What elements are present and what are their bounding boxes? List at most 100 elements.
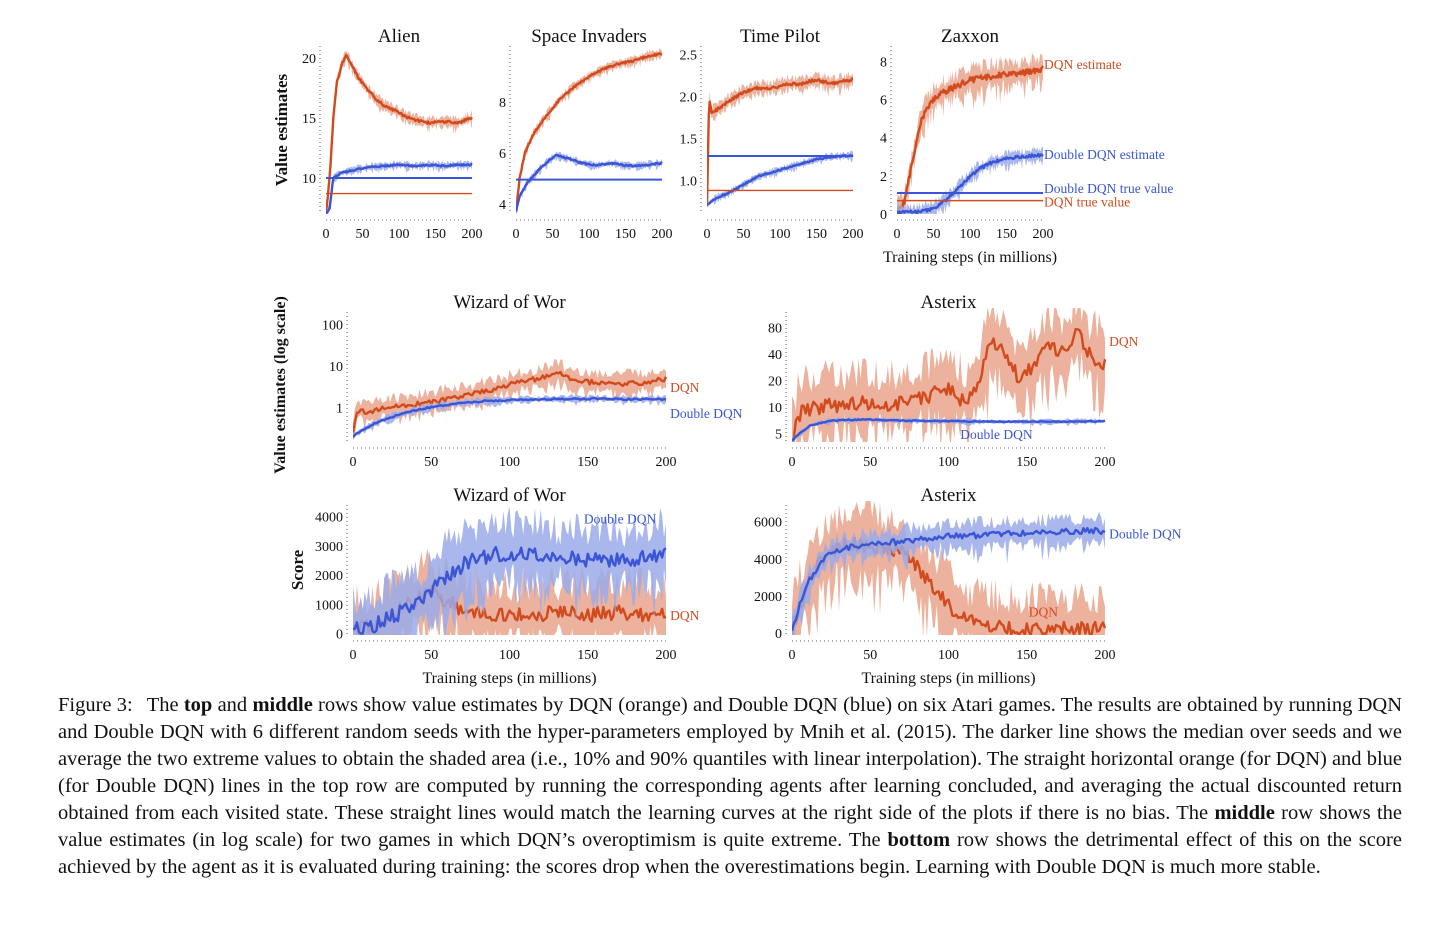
band-dqn	[516, 48, 662, 214]
x-tick-label: 100	[499, 648, 520, 663]
x-tick-label: 150	[806, 227, 827, 242]
y-tick-label: 2000	[315, 569, 343, 584]
x-tick-label: 100	[579, 227, 600, 242]
x-tick-label: 50	[863, 455, 877, 470]
annotation-dqn: DQN	[1029, 605, 1058, 620]
band-dqn	[326, 50, 472, 214]
x-tick-label: 200	[462, 227, 483, 242]
plot-area	[353, 506, 667, 635]
chart-title: Time Pilot	[740, 26, 821, 47]
chart-asterix_v: Asterix 0 50 100 150 200 5 10 20 40 80 DQN Double DQ…	[768, 292, 1139, 470]
series-line-ddqn	[792, 526, 1106, 632]
chart-space: Space Invaders 0 50 100 150 200 4 6 8	[499, 26, 673, 242]
chart-title: Asterix	[921, 485, 977, 506]
x-tick-label: 150	[577, 648, 598, 663]
series-line-ddqn	[353, 396, 667, 438]
y-tick-label: 6	[880, 93, 887, 108]
x-tick-label: 100	[960, 227, 981, 242]
annotation-dqn: DQN estimate	[1044, 57, 1122, 72]
y-tick-label: 8	[880, 55, 887, 70]
x-tick-label: 0	[894, 227, 901, 242]
x-tick-label: 50	[424, 648, 438, 663]
x-tick-label: 100	[938, 455, 959, 470]
x-tick-label: 50	[863, 648, 877, 663]
series-line-dqn	[516, 52, 663, 211]
y-tick-label: 40	[768, 348, 782, 363]
chart-time: Time Pilot 0 50 100 150 200 1.0 1.5 2.0 2.5	[680, 26, 864, 242]
chart-title: Space Invaders	[531, 26, 647, 47]
caption-text: rows show value estimates by DQN (orange…	[58, 694, 1402, 824]
band-dqn	[707, 71, 853, 208]
series-line-dqn	[792, 327, 1107, 442]
y-tick-label: 8	[499, 96, 506, 111]
y-tick-label: 80	[768, 321, 782, 336]
y-tick-label: 10	[302, 172, 316, 187]
y-axis-label: Value estimates	[272, 74, 291, 187]
x-tick-label: 150	[1016, 648, 1037, 663]
band-ddqn	[326, 160, 472, 214]
annotation-dqn: DQN	[670, 608, 699, 623]
band-ddqn	[897, 146, 1043, 214]
band-ddqn	[353, 506, 666, 635]
chart-title: Zaxxon	[941, 26, 1000, 47]
series-line-ddqn	[792, 418, 1106, 442]
x-tick-label: 100	[938, 648, 959, 663]
y-tick-label: 2000	[754, 590, 782, 605]
x-axis-label: Training steps (in millions)	[861, 670, 1035, 687]
y-tick-label: 1	[336, 402, 343, 417]
y-tick-label: 15	[302, 112, 316, 127]
y-tick-label: 2.5	[680, 48, 698, 63]
y-tick-label: 2.0	[680, 90, 698, 105]
y-tick-label: 4	[880, 132, 887, 147]
y-tick-label: 20	[768, 374, 782, 389]
chart-title: Alien	[378, 26, 421, 47]
chart-title: Wizard of Wor	[453, 292, 566, 313]
figure-caption: Figure 3: The top and middle rows show va…	[58, 692, 1402, 881]
x-tick-label: 0	[704, 227, 711, 242]
annotation-dqn: DQN true value	[1044, 195, 1130, 210]
y-axis-label: Value estimates (log scale)	[272, 296, 289, 474]
x-tick-label: 0	[789, 648, 796, 663]
x-tick-label: 100	[499, 455, 520, 470]
x-tick-label: 50	[356, 227, 370, 242]
x-tick-label: 200	[1095, 648, 1116, 663]
caption-emphasis: bottom	[887, 829, 951, 851]
y-tick-label: 1000	[315, 598, 343, 613]
y-tick-label: 4000	[315, 511, 343, 526]
plot-area	[897, 52, 1045, 214]
y-tick-label: 4000	[754, 553, 782, 568]
y-tick-label: 4	[499, 198, 506, 213]
band-ddqn	[707, 150, 853, 208]
y-tick-label: 3000	[315, 540, 343, 555]
series-line-dqn	[353, 370, 668, 434]
chart-alien: Alien 0 50 100 150 200 10 15 20 Value estimates	[272, 26, 483, 242]
y-tick-label: 6000	[754, 516, 782, 531]
x-tick-label: 150	[577, 455, 598, 470]
x-tick-label: 100	[389, 227, 410, 242]
y-tick-label: 20	[302, 52, 316, 67]
x-tick-label: 200	[843, 227, 864, 242]
figure-label: Figure 3:	[58, 694, 133, 716]
annotation-ddqn: Double DQN	[1109, 527, 1182, 542]
annotation-dqn: DQN	[1109, 334, 1138, 349]
x-axis-label: Training steps (in millions)	[883, 249, 1057, 266]
y-tick-label: 10	[329, 360, 343, 375]
x-axis-label: Training steps (in millions)	[422, 670, 596, 687]
y-tick-label: 1.0	[680, 174, 698, 189]
plot-area	[792, 501, 1107, 635]
x-tick-label: 50	[424, 455, 438, 470]
x-tick-label: 50	[546, 227, 560, 242]
x-tick-label: 0	[350, 455, 357, 470]
series-line-dqn	[326, 53, 473, 214]
series-line-ddqn	[353, 546, 667, 635]
annotation-ddqn: Double DQN true value	[1044, 181, 1173, 196]
band-ddqn	[792, 416, 1105, 442]
y-tick-label: 6	[499, 147, 506, 162]
y-tick-label: 0	[336, 628, 343, 643]
y-tick-label: 0	[880, 208, 887, 223]
series-line-dqn	[897, 65, 1045, 214]
chart-title: Asterix	[921, 292, 977, 313]
x-tick-label: 150	[996, 227, 1017, 242]
